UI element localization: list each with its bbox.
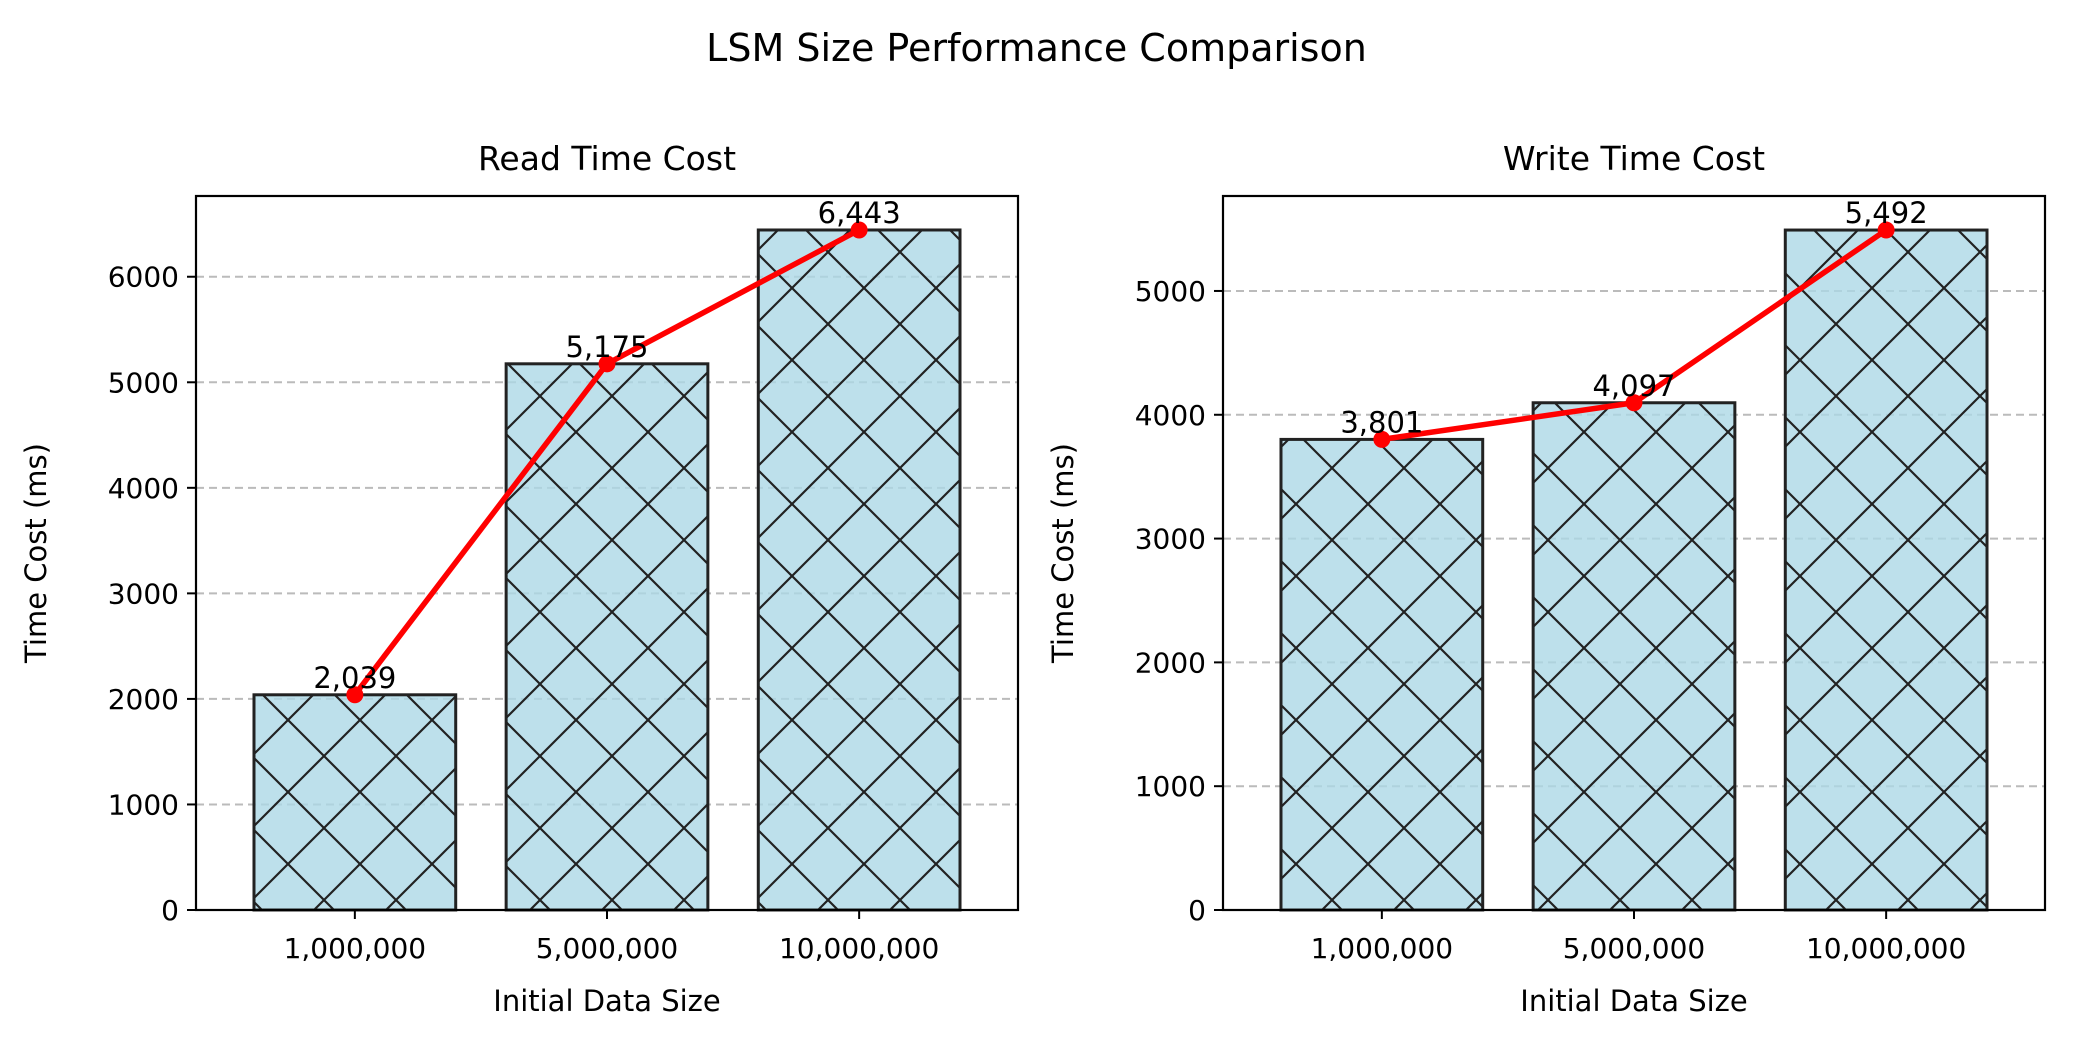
y-tick-label: 0 xyxy=(1188,894,1206,927)
chart-title: Read Time Cost xyxy=(478,139,736,178)
x-tick-label: 10,000,000 xyxy=(779,932,939,965)
bar-outline xyxy=(756,228,962,912)
y-tick-label: 2000 xyxy=(1135,646,1206,679)
y-tick-label: 0 xyxy=(161,894,179,927)
data-label: 4,097 xyxy=(1592,369,1675,403)
bar-outline xyxy=(252,693,458,912)
y-tick-label: 3000 xyxy=(1135,523,1206,556)
trend-marker xyxy=(1373,430,1391,448)
y-tick-label: 6000 xyxy=(108,261,179,294)
y-tick-label: 3000 xyxy=(108,577,179,610)
y-tick-label: 1000 xyxy=(1135,770,1206,803)
y-axis-label: Time Cost (ms) xyxy=(19,443,53,664)
trend-marker xyxy=(598,355,616,373)
trend-marker xyxy=(1625,394,1643,412)
y-tick-label: 2000 xyxy=(108,683,179,716)
x-tick-label: 10,000,000 xyxy=(1806,932,1966,965)
x-tick-label: 5,000,000 xyxy=(1563,932,1706,965)
x-tick-label: 1,000,000 xyxy=(1311,932,1454,965)
y-tick-label: 1000 xyxy=(108,788,179,821)
trend-marker xyxy=(850,221,868,239)
data-label: 5,492 xyxy=(1845,196,1928,230)
data-label: 5,175 xyxy=(565,330,648,364)
write-time-cost-chart: 3,801 4,097 5,492 0 1000 2000 3000 4000 5000 1,00… xyxy=(1046,139,2047,1018)
data-label: 6,443 xyxy=(818,196,901,230)
y-tick-label: 5000 xyxy=(108,366,179,399)
y-axis-label: Time Cost (ms) xyxy=(1046,443,1080,664)
x-tick-label: 5,000,000 xyxy=(536,932,679,965)
y-tick-label: 4000 xyxy=(1135,399,1206,432)
data-label: 3,801 xyxy=(1340,405,1423,439)
bar-outline xyxy=(1531,401,1737,912)
figure-title: LSM Size Performance Comparison xyxy=(706,26,1367,70)
bar-outline xyxy=(504,362,710,912)
trend-marker xyxy=(1877,221,1895,239)
read-time-cost-chart: 2,039 5,175 6,443 0 1000 2000 3000 4000 5000 6000… xyxy=(19,139,1020,1018)
data-label: 2,039 xyxy=(313,661,396,695)
trend-marker xyxy=(346,686,364,704)
bar-outline xyxy=(1279,437,1485,912)
y-tick-label: 4000 xyxy=(108,472,179,505)
y-tick-label: 5000 xyxy=(1135,275,1206,308)
x-tick-label: 1,000,000 xyxy=(284,932,427,965)
x-axis-label: Initial Data Size xyxy=(1520,984,1747,1018)
chart-title: Write Time Cost xyxy=(1503,139,1765,178)
x-axis-label: Initial Data Size xyxy=(493,984,720,1018)
bar-outline xyxy=(1783,228,1989,912)
